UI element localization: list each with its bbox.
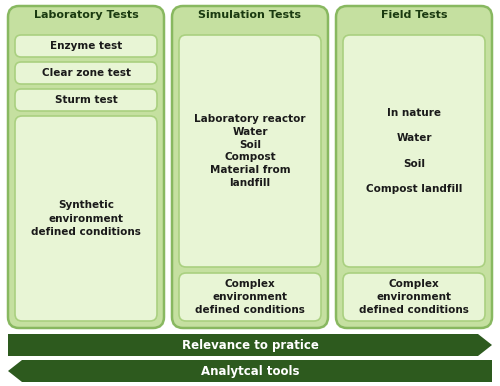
Text: Clear zone test: Clear zone test xyxy=(42,68,130,78)
Text: Field Tests: Field Tests xyxy=(381,10,448,20)
FancyBboxPatch shape xyxy=(8,6,164,328)
Polygon shape xyxy=(8,334,492,356)
Text: Complex
environment
defined conditions: Complex environment defined conditions xyxy=(359,279,469,315)
FancyBboxPatch shape xyxy=(336,6,492,328)
FancyBboxPatch shape xyxy=(343,273,485,321)
FancyBboxPatch shape xyxy=(179,273,321,321)
FancyBboxPatch shape xyxy=(15,89,157,111)
Text: Laboratory Tests: Laboratory Tests xyxy=(34,10,138,20)
Text: Complex
environment
defined conditions: Complex environment defined conditions xyxy=(195,279,305,315)
FancyBboxPatch shape xyxy=(15,116,157,321)
Polygon shape xyxy=(8,360,492,382)
FancyBboxPatch shape xyxy=(172,6,328,328)
Text: Simulation Tests: Simulation Tests xyxy=(198,10,302,20)
Text: Relevance to pratice: Relevance to pratice xyxy=(182,339,318,352)
Text: Enzyme test: Enzyme test xyxy=(50,41,122,51)
FancyBboxPatch shape xyxy=(343,35,485,267)
Text: Sturm test: Sturm test xyxy=(54,95,118,105)
Text: Analytcal tools: Analytcal tools xyxy=(201,364,299,378)
Text: Laboratory reactor
Water
Soil
Compost
Material from
landfill: Laboratory reactor Water Soil Compost Ma… xyxy=(194,114,306,188)
FancyBboxPatch shape xyxy=(15,62,157,84)
Text: Synthetic
environment
defined conditions: Synthetic environment defined conditions xyxy=(31,200,141,237)
FancyBboxPatch shape xyxy=(15,35,157,57)
Text: In nature

Water

Soil

Compost landfill: In nature Water Soil Compost landfill xyxy=(366,108,462,195)
FancyBboxPatch shape xyxy=(179,35,321,267)
